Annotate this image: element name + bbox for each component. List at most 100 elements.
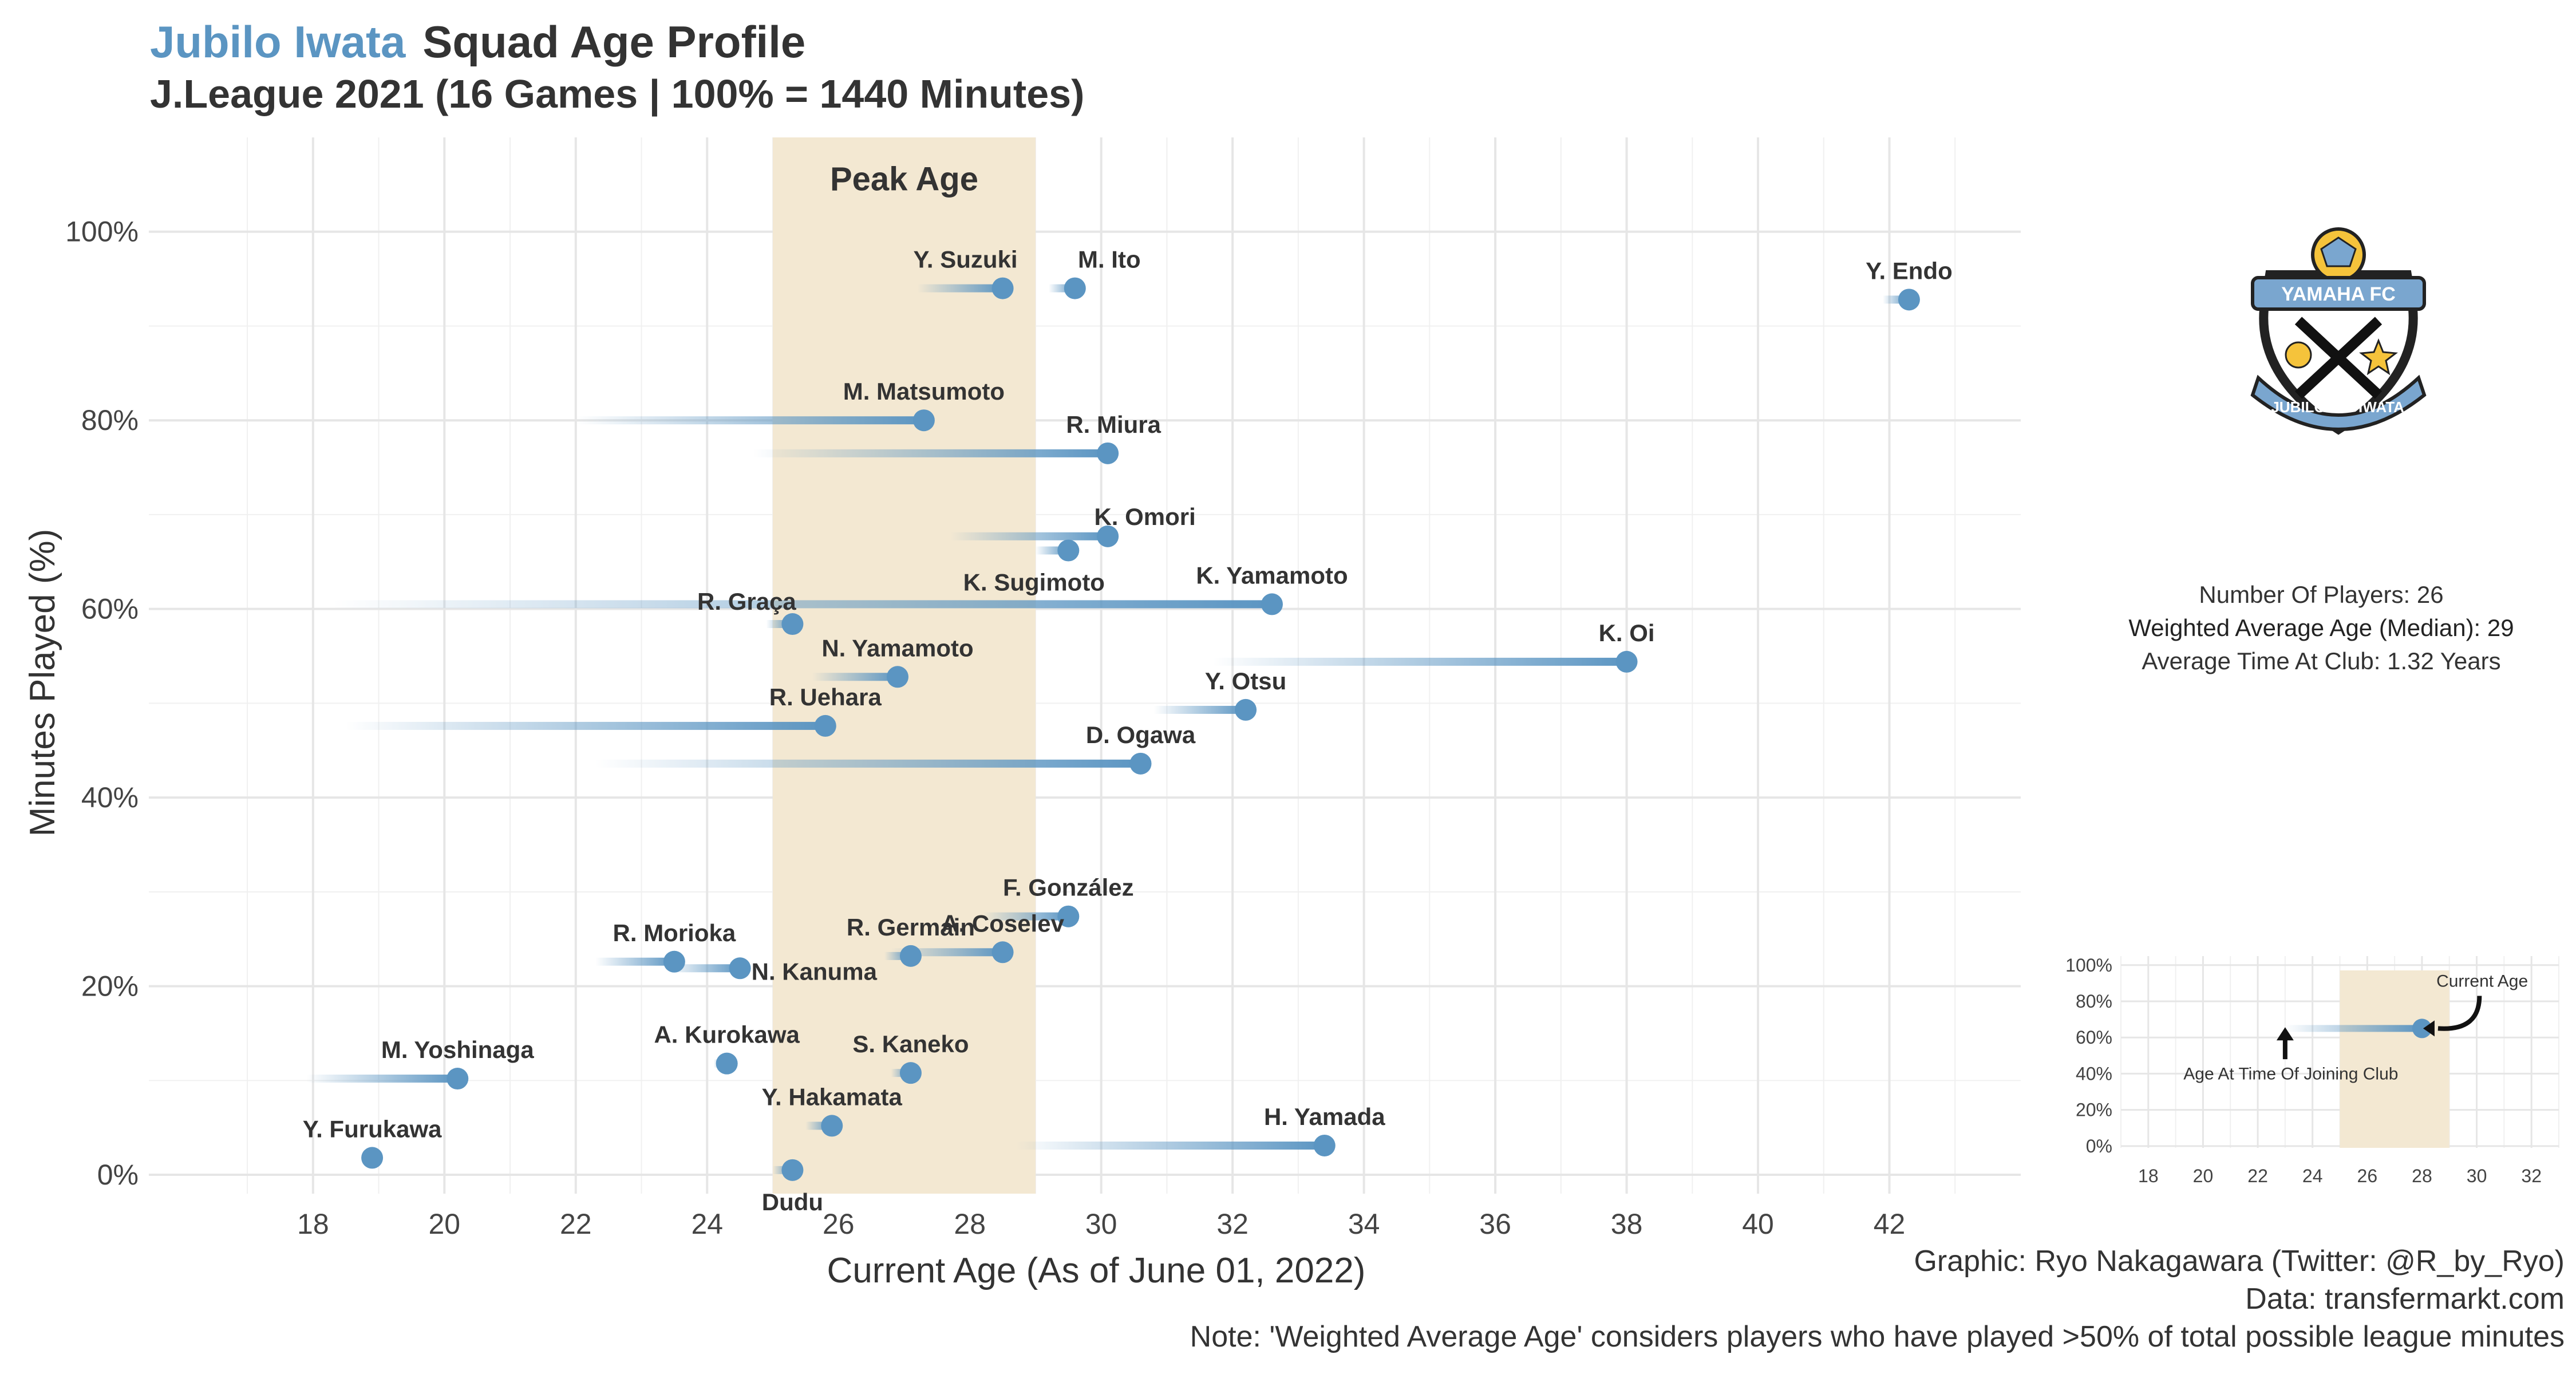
caption-credit: Graphic: Ryo Nakagawara (Twitter: @R_by_… <box>1914 1245 2565 1278</box>
inset-y-tick: 20% <box>2076 1100 2112 1120</box>
x-tick-label: 36 <box>1479 1208 1511 1240</box>
player-label: Y. Furukawa <box>303 1115 442 1142</box>
player-label: N. Yamamoto <box>821 634 973 661</box>
player-label: K. Omori <box>1094 503 1195 530</box>
player-point <box>814 714 836 737</box>
y-axis-title: Minutes Played (%) <box>23 529 62 837</box>
player-point <box>1235 698 1257 721</box>
peak-age-label: Peak Age <box>830 160 978 198</box>
player-label: Y. Otsu <box>1205 668 1286 694</box>
tenure-segment <box>950 532 1108 540</box>
inset-y-tick: 80% <box>2076 991 2112 1012</box>
inset-x-tick: 24 <box>2302 1166 2323 1186</box>
player-point <box>781 613 804 635</box>
weighted-age: Weighted Average Age (Median): 29 <box>2128 614 2514 641</box>
x-tick-label: 32 <box>1216 1208 1249 1240</box>
player-label: R. Graça <box>697 588 796 615</box>
inset-y-tick: 100% <box>2065 955 2112 976</box>
inset-example-point <box>2412 1018 2432 1039</box>
avg-time: Average Time At Club: 1.32 Years <box>2142 647 2501 674</box>
player-label: Y. Suzuki <box>914 246 1018 273</box>
player-label: M. Matsumoto <box>843 378 1005 405</box>
player-point <box>1615 650 1638 673</box>
x-tick-label: 38 <box>1611 1208 1643 1240</box>
x-tick-label: 28 <box>954 1208 986 1240</box>
player-point <box>991 941 1014 964</box>
tenure-segment <box>1016 1141 1325 1150</box>
team-name: Jubilo Iwata <box>150 17 406 67</box>
current-age-annotation: Current Age <box>2436 972 2528 991</box>
player-point <box>781 1159 804 1181</box>
y-tick-label: 0% <box>97 1159 139 1191</box>
crest-bottom-left-text: JUBILO <box>2271 398 2325 416</box>
player-point <box>912 409 935 432</box>
player-label: D. Ogawa <box>1086 721 1196 748</box>
caption-note: Note: 'Weighted Average Age' considers p… <box>1190 1320 2565 1353</box>
x-tick-label: 20 <box>429 1208 461 1240</box>
crest-bottom-right-text: IWATA <box>2358 398 2404 416</box>
x-tick-label: 24 <box>691 1208 723 1240</box>
player-label: A. Kurokawa <box>654 1021 800 1048</box>
inset-y-tick: 0% <box>2086 1136 2112 1156</box>
inset-y-tick: 40% <box>2076 1063 2112 1084</box>
tenure-segment <box>1153 705 1246 714</box>
player-label: R. Germain <box>847 914 975 941</box>
tenure-segment <box>1212 657 1627 666</box>
player-point <box>899 1062 922 1084</box>
player-label: Y. Hakamata <box>762 1083 903 1110</box>
player-label: K. Oi <box>1599 619 1655 646</box>
inset-x-tick: 26 <box>2357 1166 2378 1186</box>
current-age-arrowhead <box>2423 1020 2435 1037</box>
player-label: Dudu <box>762 1189 823 1215</box>
player-label: N. Kanuma <box>752 958 878 985</box>
player-point <box>887 666 908 688</box>
chart-subtitle: J.League 2021 (16 Games | 100% = 1440 Mi… <box>150 72 1085 116</box>
tenure-segment <box>983 912 1069 921</box>
player-point <box>1261 593 1283 615</box>
player-point <box>821 1115 843 1137</box>
player-point <box>899 945 922 967</box>
tenure-segment <box>917 284 1003 293</box>
player-label: M. Yoshinaga <box>381 1036 534 1063</box>
player-point <box>1097 525 1119 547</box>
inset-peak-band <box>2340 970 2449 1148</box>
current-age-arrow <box>2437 996 2482 1031</box>
player-point <box>991 277 1014 299</box>
y-tick-label: 40% <box>81 781 139 814</box>
joining-age-annotation: Age At Time Of Joining Club <box>2183 1064 2398 1083</box>
tenure-segment <box>333 600 1272 609</box>
player-label: Y. Endo <box>1866 257 1953 284</box>
x-tick-label: 18 <box>297 1208 329 1240</box>
x-axis-title: Current Age (As of June 01, 2022) <box>827 1251 1366 1290</box>
inset-x-tick: 28 <box>2412 1166 2432 1186</box>
player-label: A. Coselev <box>941 910 1064 937</box>
inset-x-tick: 18 <box>2138 1166 2159 1186</box>
player-label: H. Yamada <box>1264 1103 1385 1130</box>
inset-y-tick: 60% <box>2076 1027 2112 1048</box>
player-point <box>716 1052 738 1075</box>
inset-tenure-segment <box>2285 1025 2422 1032</box>
inset-x-tick: 30 <box>2467 1166 2487 1186</box>
peak-age-band <box>773 137 1036 1194</box>
player-point <box>729 957 751 980</box>
tenure-segment <box>575 416 924 425</box>
caption: Graphic: Ryo Nakagawara (Twitter: @R_by_… <box>1190 1242 2565 1356</box>
num-players: Number Of Players: 26 <box>2199 581 2444 608</box>
player-label: S. Kaneko <box>852 1030 969 1057</box>
club-crest: YAMAHA FC JUBILO IWATA <box>2235 223 2441 452</box>
player-point <box>1057 905 1080 927</box>
player-label: F. González <box>1003 874 1134 901</box>
inset-x-tick: 20 <box>2193 1166 2214 1186</box>
player-point <box>361 1147 384 1169</box>
y-tick-label: 20% <box>81 970 139 1002</box>
inset-x-tick: 32 <box>2521 1166 2542 1186</box>
player-label: R. Uehara <box>769 684 882 710</box>
tenure-segment <box>812 673 898 681</box>
inset-x-tick: 22 <box>2247 1166 2268 1186</box>
x-tick-label: 22 <box>560 1208 592 1240</box>
y-tick-label: 100% <box>65 216 139 248</box>
title-text: Squad Age Profile <box>422 17 806 67</box>
player-point <box>1064 277 1086 299</box>
tenure-segment <box>595 957 674 966</box>
